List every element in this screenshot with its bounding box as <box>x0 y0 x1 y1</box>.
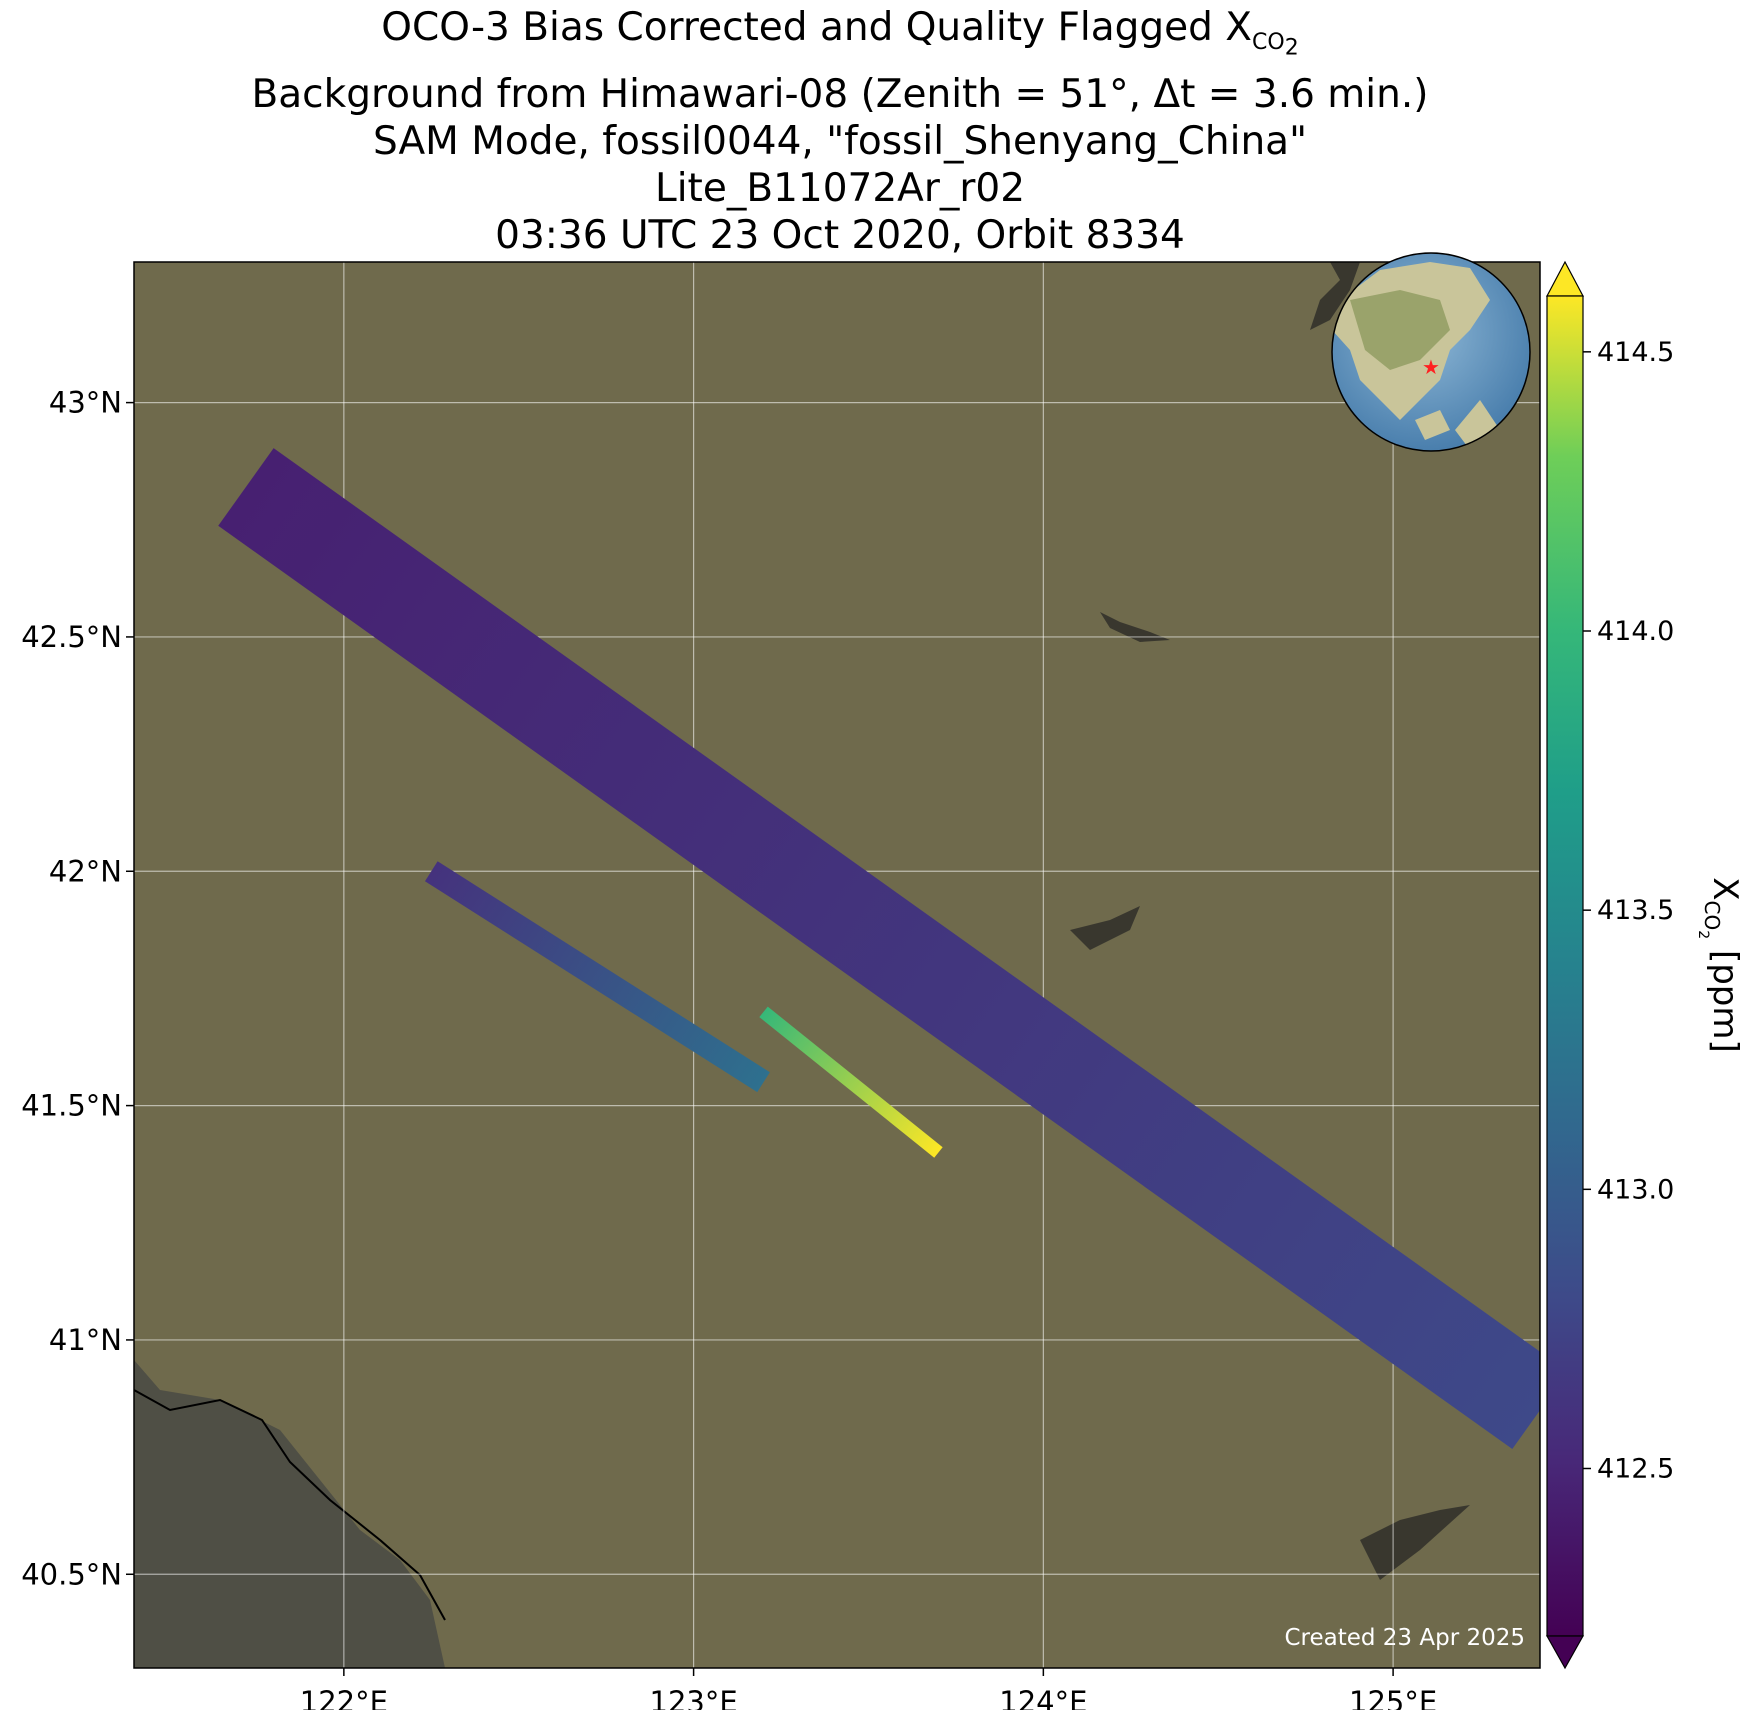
china-landmass <box>1350 290 1450 370</box>
title-line-2: Background from Himawari-08 (Zenith = 51… <box>251 72 1429 118</box>
sea-area <box>134 1360 445 1668</box>
lon-tick-label: 123°E <box>650 1685 738 1710</box>
xco2-swaths <box>218 448 1540 1450</box>
island-landmass <box>1415 410 1450 440</box>
colorbar-ticks: 412.5 413.0 413.5 414.0 414.5 <box>1583 337 1674 1485</box>
reservoir <box>1360 1505 1470 1580</box>
coastline-north <box>1310 262 1360 330</box>
lon-tick-label: 125°E <box>1349 1685 1437 1710</box>
xco2-swath <box>424 861 770 1093</box>
colorbar-gradient <box>1546 295 1584 1637</box>
gridlines <box>134 262 1540 1668</box>
chart-title: OCO-3 Bias Corrected and Quality Flagged… <box>0 4 1680 259</box>
coastline <box>134 1389 446 1621</box>
xco2-swath <box>759 1006 943 1158</box>
colorbar-tick-label: 412.5 <box>1597 1454 1674 1485</box>
lat-tick-label: 43°N <box>49 386 122 420</box>
location-star-icon: ★ <box>1422 355 1440 379</box>
colorbar-extend-max <box>1546 260 1584 297</box>
colorbar-extend-min <box>1545 1635 1585 1670</box>
colorbar-tick-label: 414.0 <box>1597 616 1674 647</box>
title-line-4: Lite_B11072Ar_r02 <box>654 166 1026 212</box>
lat-tick-label: 42.5°N <box>21 620 122 654</box>
title-line-5: 03:36 UTC 23 Oct 2020, Orbit 8334 <box>495 213 1185 259</box>
lat-tick-label: 41.5°N <box>21 1089 122 1123</box>
reservoir <box>1100 612 1170 642</box>
lat-tick-label: 40.5°N <box>21 1557 122 1591</box>
lon-tick-label: 122°E <box>300 1685 388 1710</box>
reservoir <box>1070 906 1140 950</box>
lon-tick-label: 124°E <box>999 1685 1087 1710</box>
colorbar-tick-label: 414.5 <box>1597 337 1674 368</box>
globe-locator-inset: ★ <box>1331 252 1531 452</box>
title-line-1: OCO-3 Bias Corrected and Quality Flagged… <box>381 5 1299 61</box>
credit-text: Created 23 Apr 2025 <box>1284 1625 1525 1651</box>
map-panel: 122°E 123°E 124°E 125°E 43°N 42.5°N 42°N 41.5°N… <box>21 252 1541 1710</box>
colorbar-label: XCO2 [ppm] <box>1695 877 1745 1053</box>
colorbar-tick-label: 413.5 <box>1597 895 1674 926</box>
axis-ticks: 122°E 123°E 124°E 125°E 43°N 42.5°N 42°N 41.5°N… <box>21 386 1437 1710</box>
lat-tick-label: 41°N <box>49 1323 122 1357</box>
colorbar: 412.5 413.0 413.5 414.0 414.5 XCO2 [ppm] <box>1545 260 1745 1670</box>
title-line-3: SAM Mode, fossil0044, "fossil_Shenyang_C… <box>372 119 1308 165</box>
colorbar-tick-label: 413.0 <box>1597 1174 1674 1205</box>
lat-tick-label: 42°N <box>49 854 122 888</box>
xco2-swath <box>218 448 1540 1450</box>
map-frame <box>133 261 1541 1669</box>
